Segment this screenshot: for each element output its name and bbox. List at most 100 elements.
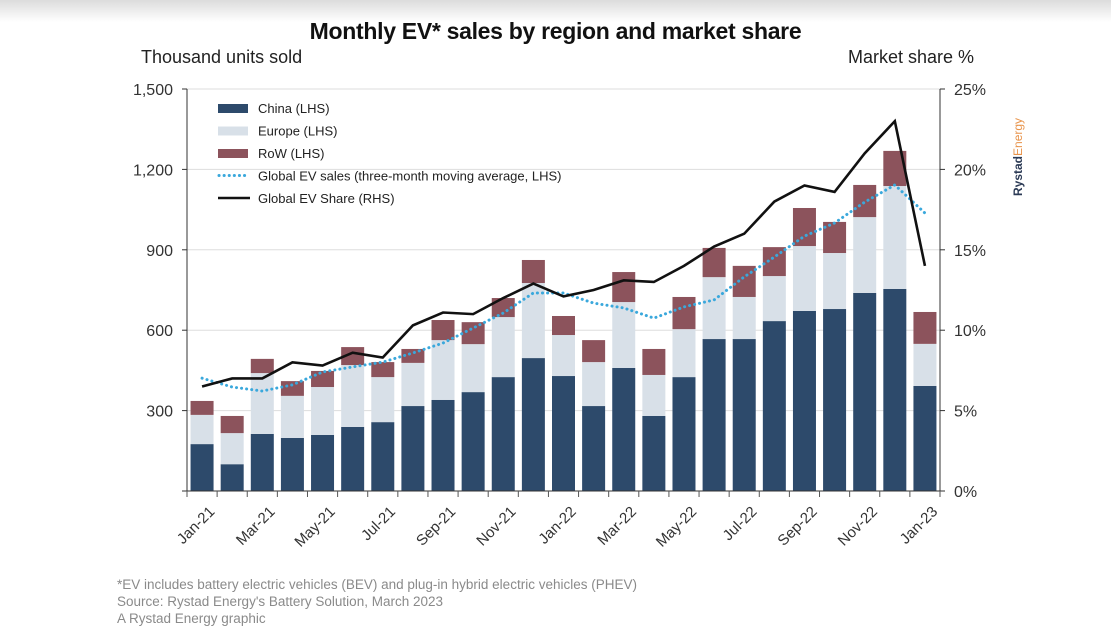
bar-china-aug-22	[762, 321, 786, 491]
footnote-credit: A Rystad Energy graphic	[117, 611, 266, 626]
x-axis-tick-label: Jul-21	[358, 503, 399, 544]
bar-row-oct-21	[461, 322, 485, 345]
bar-europe-may-21	[311, 387, 335, 435]
bars	[190, 150, 937, 491]
bar-europe-sep-22	[792, 246, 816, 311]
bar-europe-dec-22	[883, 186, 907, 289]
left-axis-tick-label: 300	[146, 404, 173, 421]
x-axis-tick-label: Nov-22	[835, 503, 881, 549]
bar-europe-aug-21	[401, 362, 425, 407]
bar-europe-nov-21	[491, 317, 515, 378]
legend: China (LHS) Europe (LHS) RoW (LHS) Global E…	[217, 101, 561, 206]
x-axis-tick-label: May-21	[291, 503, 338, 550]
bar-china-feb-21	[220, 464, 244, 491]
legend-swatch-europe	[218, 126, 248, 136]
bar-row-dec-21	[521, 259, 545, 284]
bar-china-nov-22	[853, 292, 877, 491]
bar-china-sep-21	[431, 399, 455, 491]
bar-europe-jun-22	[702, 277, 726, 340]
bar-row-jan-23	[913, 311, 937, 344]
footnotes: *EV includes battery electric vehicles (…	[117, 576, 637, 627]
bar-europe-oct-22	[823, 253, 847, 310]
bar-china-apr-22	[642, 415, 666, 491]
bar-row-may-22	[672, 296, 696, 330]
left-axis-title: Thousand units sold	[141, 47, 303, 67]
bar-row-jul-22	[732, 265, 756, 297]
bar-europe-oct-21	[461, 344, 485, 393]
bar-europe-apr-22	[642, 374, 666, 416]
bar-europe-aug-22	[762, 276, 786, 322]
right-axis-tick-label: 20%	[954, 162, 986, 179]
left-axis-tick-label: 1,500	[133, 82, 173, 99]
x-axis-tick-label: Sep-21	[413, 503, 459, 549]
right-axis-tick-label: 15%	[954, 243, 986, 260]
bar-europe-jan-22	[552, 335, 575, 377]
bar-china-jul-22	[732, 339, 756, 491]
ev-share-line	[201, 118, 927, 388]
bar-china-mar-21	[250, 433, 274, 491]
bar-china-dec-22	[883, 288, 907, 491]
bar-europe-nov-22	[853, 217, 877, 293]
bar-row-nov-22	[853, 184, 877, 218]
bar-row-apr-21	[280, 381, 304, 396]
bar-china-oct-21	[461, 392, 485, 491]
right-axis-tick-label: 0%	[954, 484, 977, 501]
left-axis-tick-label: 1,200	[133, 162, 173, 179]
legend-label: Europe (LHS)	[258, 124, 337, 139]
bar-europe-may-22	[672, 329, 696, 378]
legend-swatch-china	[218, 104, 248, 113]
bar-china-jan-23	[913, 385, 937, 491]
bar-row-jan-22	[552, 315, 575, 336]
x-axis-tick-label: Jan-22	[535, 503, 579, 547]
legend-label: RoW (LHS)	[258, 146, 324, 161]
bar-europe-jun-21	[341, 365, 365, 427]
bar-row-feb-21	[220, 415, 244, 434]
x-axis-tick-label: Nov-21	[473, 503, 519, 549]
bar-row-dec-22	[883, 150, 907, 187]
legend-swatch-row	[218, 149, 248, 158]
x-axis-tick-label: Mar-21	[233, 503, 279, 549]
bar-china-apr-21	[280, 437, 304, 491]
bar-europe-jul-22	[732, 296, 756, 340]
x-axis-tick-label: Jan-23	[897, 503, 941, 547]
top-fade	[0, 0, 1111, 22]
bar-europe-sep-21	[431, 340, 455, 400]
footnote-source: Source: Rystad Energy's Battery Solution…	[117, 594, 443, 609]
bar-europe-apr-21	[280, 395, 304, 438]
bar-row-apr-22	[642, 348, 666, 375]
bar-china-jun-21	[341, 426, 365, 491]
bar-china-jul-21	[371, 422, 395, 491]
bar-row-jan-21	[190, 400, 214, 415]
bar-china-jun-22	[702, 339, 726, 491]
bar-row-mar-21	[250, 358, 274, 374]
moving-average-line	[200, 183, 927, 393]
footnote-ev-definition: *EV includes battery electric vehicles (…	[117, 577, 637, 592]
bar-europe-dec-21	[521, 283, 545, 359]
chart-title: Monthly EV* sales by region and market s…	[309, 18, 802, 44]
bar-europe-mar-22	[612, 302, 636, 368]
bar-europe-jul-21	[371, 377, 395, 423]
bar-china-may-21	[311, 434, 335, 491]
x-axis-tick-label: Jul-22	[720, 503, 761, 544]
bar-row-nov-21	[491, 298, 515, 318]
x-axis-tick-label: May-22	[653, 503, 700, 550]
bar-china-sep-22	[792, 310, 816, 491]
bar-china-jan-22	[552, 376, 575, 491]
bar-europe-jan-23	[913, 343, 937, 386]
lines	[200, 118, 927, 393]
bar-row-mar-22	[612, 272, 636, 303]
bar-china-feb-22	[582, 406, 606, 491]
left-axis-tick-label: 900	[146, 243, 173, 260]
bar-china-jan-21	[190, 444, 214, 491]
bar-europe-feb-21	[220, 433, 244, 465]
left-axis-tick-label: 600	[146, 323, 173, 340]
bar-row-feb-22	[582, 340, 606, 363]
bar-row-jun-22	[702, 247, 726, 278]
legend-label: China (LHS)	[258, 101, 330, 116]
bar-row-aug-22	[762, 247, 786, 277]
right-axis-title: Market share %	[847, 47, 974, 67]
bar-row-jul-21	[371, 362, 395, 378]
bar-row-sep-21	[431, 320, 455, 341]
bar-china-dec-21	[521, 358, 545, 491]
bar-china-oct-22	[823, 309, 847, 491]
